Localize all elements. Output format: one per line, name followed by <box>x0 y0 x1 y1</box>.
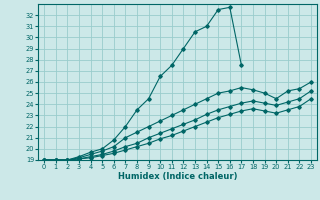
X-axis label: Humidex (Indice chaleur): Humidex (Indice chaleur) <box>118 172 237 181</box>
